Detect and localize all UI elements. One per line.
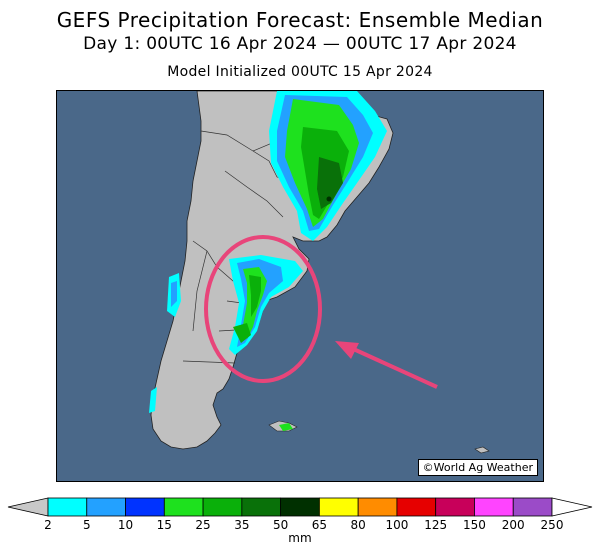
precip-chile-coast <box>149 273 181 413</box>
legend-color-block <box>280 497 320 517</box>
legend-unit: mm <box>288 531 311 545</box>
legend-color-block <box>396 497 437 517</box>
legend-color-block <box>202 497 243 517</box>
legend-color-block <box>474 497 514 517</box>
legend-color-block <box>241 497 282 517</box>
land-south-georgia <box>474 446 490 454</box>
legend-color-block <box>512 497 553 517</box>
legend-tick-label: 150 <box>463 518 486 532</box>
legend-tick-label: 100 <box>385 518 408 532</box>
precip-central-argentina <box>229 255 303 355</box>
legend-tick-label: 65 <box>312 518 327 532</box>
highlight-circle <box>204 235 322 383</box>
legend-tick-label: 15 <box>157 518 172 532</box>
legend-color-block <box>47 497 88 517</box>
pointer-arrow <box>335 341 438 389</box>
legend-tick-label: 125 <box>424 518 447 532</box>
legend-tick-label: 10 <box>118 518 133 532</box>
legend-color-block <box>86 497 126 517</box>
legend-tick-label: 35 <box>234 518 249 532</box>
map-title: GEFS Precipitation Forecast: Ensemble Me… <box>56 8 544 32</box>
legend-tick-label: 2 <box>44 518 52 532</box>
precipitation-map: ©World Ag Weather <box>56 90 544 482</box>
legend-color-block <box>163 497 204 517</box>
legend-tick-label: 80 <box>351 518 366 532</box>
legend-tick-label: 250 <box>541 518 564 532</box>
legend-high-arrow <box>551 497 593 517</box>
legend-color-block <box>318 497 359 517</box>
legend-tick-label: 25 <box>195 518 210 532</box>
forecast-period: Day 1: 00UTC 16 Apr 2024 — 00UTC 17 Apr … <box>83 34 517 54</box>
map-canvas <box>57 91 543 481</box>
color-legend: 2 5 10 15 25 35 50 65 80 100 125 150 200 250 mm <box>7 497 593 545</box>
legend-tick-label: 50 <box>273 518 288 532</box>
legend-tick-label: 5 <box>83 518 91 532</box>
precip-northeast <box>269 91 387 241</box>
legend-color-blocks <box>7 497 593 517</box>
model-init-time: Model Initialized 00UTC 15 Apr 2024 <box>167 64 433 80</box>
precip-falklands <box>279 423 293 431</box>
legend-tick-label: 200 <box>502 518 525 532</box>
legend-color-block <box>357 497 398 517</box>
legend-tick-labels: 2 5 10 15 25 35 50 65 80 100 125 150 200 250 <box>44 518 563 532</box>
legend-low-arrow <box>7 497 49 517</box>
legend-color-block <box>125 497 165 517</box>
legend-color-block <box>435 497 475 517</box>
credit-label: ©World Ag Weather <box>417 459 538 476</box>
